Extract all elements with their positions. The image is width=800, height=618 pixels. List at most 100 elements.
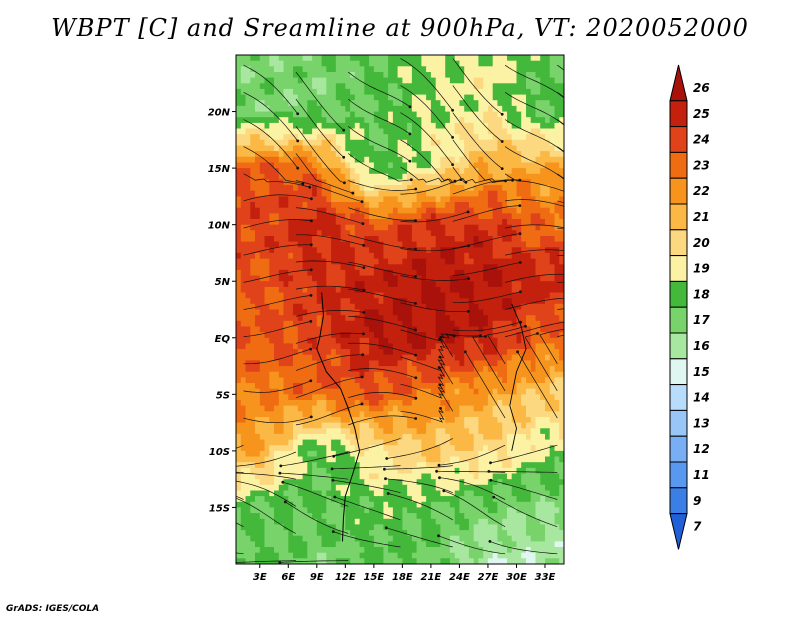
heat-cell bbox=[335, 456, 342, 463]
heat-cell bbox=[264, 168, 270, 175]
heat-cell bbox=[464, 326, 470, 333]
heat-cell bbox=[245, 286, 251, 294]
heat-cell bbox=[430, 450, 437, 458]
heat-cell bbox=[540, 281, 546, 288]
heat-cell bbox=[236, 456, 242, 463]
heat-cell bbox=[288, 179, 294, 186]
heat-cell bbox=[397, 139, 403, 147]
heat-cell bbox=[454, 128, 461, 135]
heat-cell bbox=[478, 219, 484, 226]
heat-cell bbox=[316, 326, 323, 333]
heat-cell bbox=[559, 303, 564, 311]
heat-cell bbox=[435, 303, 442, 311]
heat-cell bbox=[255, 247, 261, 254]
heat-cell bbox=[402, 292, 408, 299]
heat-cell bbox=[497, 66, 503, 73]
heat-cell bbox=[245, 252, 251, 260]
heat-cell bbox=[511, 349, 518, 356]
heat-cell bbox=[549, 366, 556, 373]
heat-cell bbox=[468, 185, 475, 192]
heat-cell bbox=[478, 366, 484, 373]
heat-cell bbox=[383, 450, 389, 458]
heat-cell bbox=[454, 303, 461, 311]
heat-cell bbox=[492, 151, 499, 158]
heat-cell bbox=[312, 168, 318, 175]
heat-cell bbox=[516, 219, 522, 226]
heat-cell bbox=[492, 173, 499, 181]
heat-cell bbox=[293, 433, 299, 441]
heat-cell bbox=[535, 224, 541, 231]
heat-cell bbox=[293, 264, 299, 271]
heat-cell bbox=[507, 332, 513, 339]
heat-cell bbox=[378, 111, 384, 118]
heat-cell bbox=[269, 122, 275, 130]
heat-cell bbox=[549, 66, 556, 73]
heat-cell bbox=[559, 134, 564, 141]
heat-cell bbox=[507, 77, 513, 84]
heat-cell bbox=[407, 309, 413, 316]
heat-cell bbox=[274, 377, 280, 384]
heat-cell bbox=[511, 252, 518, 260]
heat-cell bbox=[421, 309, 427, 316]
heat-cell bbox=[516, 315, 522, 322]
heat-cell bbox=[278, 139, 285, 147]
heat-cell bbox=[540, 252, 546, 260]
heat-cell bbox=[321, 281, 327, 288]
heat-cell bbox=[478, 258, 484, 265]
heat-cell bbox=[236, 411, 242, 418]
heat-cell bbox=[288, 264, 294, 271]
heat-cell bbox=[426, 320, 432, 328]
heat-cell bbox=[345, 303, 351, 311]
heat-cell bbox=[402, 94, 408, 101]
heat-cell bbox=[321, 400, 327, 407]
heat-cell bbox=[473, 196, 480, 203]
heat-cell bbox=[402, 405, 408, 412]
heat-cell bbox=[350, 264, 356, 271]
heat-cell bbox=[321, 388, 327, 395]
heat-cell bbox=[274, 445, 280, 452]
heat-cell bbox=[359, 219, 365, 226]
heat-cell bbox=[369, 315, 375, 322]
heat-cell bbox=[483, 269, 489, 277]
heat-cell bbox=[378, 258, 384, 265]
heat-cell bbox=[540, 168, 546, 175]
heat-cell bbox=[245, 462, 251, 469]
heat-cell bbox=[293, 275, 299, 282]
heat-cell bbox=[274, 326, 280, 333]
heat-cell bbox=[283, 417, 289, 424]
heat-cell bbox=[383, 196, 389, 203]
heat-cell bbox=[297, 185, 304, 192]
heat-cell bbox=[440, 72, 446, 79]
heat-cell bbox=[554, 139, 560, 147]
heat-cell bbox=[511, 366, 518, 373]
heat-cell bbox=[321, 185, 327, 192]
heat-cell bbox=[426, 128, 432, 135]
heat-cell bbox=[426, 185, 432, 192]
heat-cell bbox=[440, 151, 446, 158]
heat-cell bbox=[326, 156, 332, 164]
heat-cell bbox=[383, 400, 389, 407]
heat-cell bbox=[559, 343, 564, 350]
heat-cell bbox=[331, 66, 337, 73]
heat-cell bbox=[559, 88, 564, 96]
heat-cell bbox=[459, 264, 465, 271]
heat-cell bbox=[473, 252, 480, 260]
heat-cell bbox=[483, 55, 489, 62]
heat-cell bbox=[478, 241, 484, 248]
heat-cell bbox=[426, 360, 432, 367]
heat-cell bbox=[369, 298, 375, 305]
heat-cell bbox=[459, 394, 465, 401]
heat-cell bbox=[521, 371, 527, 378]
heat-cell bbox=[397, 405, 403, 412]
heat-cell bbox=[354, 388, 361, 395]
heat-cell bbox=[526, 247, 532, 254]
heat-cell bbox=[316, 371, 323, 378]
heat-cell bbox=[392, 332, 399, 339]
heat-cell bbox=[373, 264, 380, 271]
heat-cell bbox=[507, 258, 513, 265]
heat-cell bbox=[383, 185, 389, 192]
heat-cell bbox=[312, 315, 318, 322]
heat-cell bbox=[487, 394, 494, 401]
heat-cell bbox=[511, 298, 518, 305]
heat-cell bbox=[411, 258, 418, 265]
